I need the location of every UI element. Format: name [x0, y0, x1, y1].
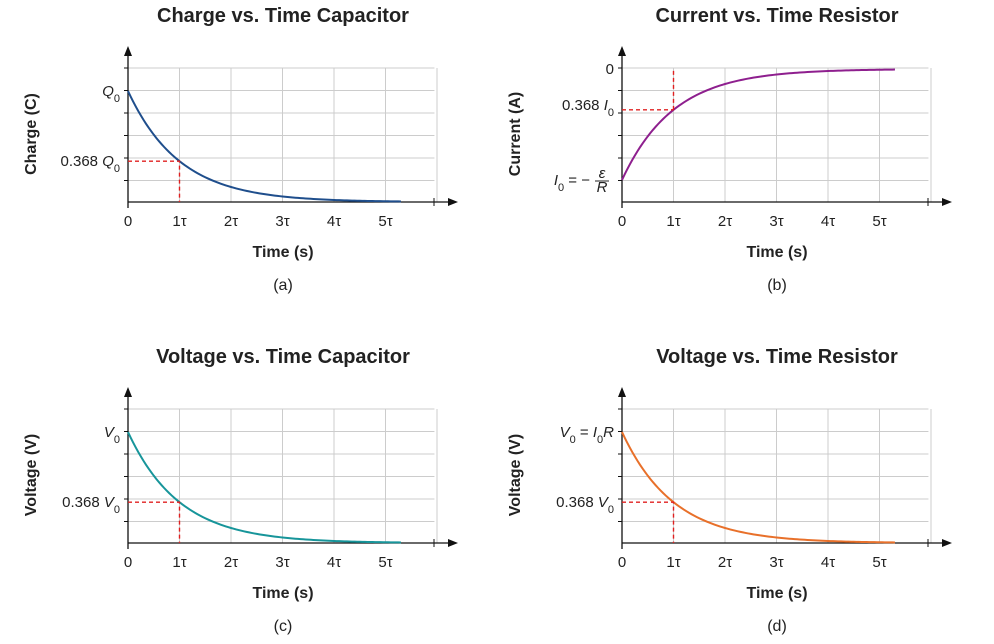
- x-tick-label: 3τ: [275, 554, 289, 571]
- x-tick-label: 2τ: [718, 213, 732, 230]
- y-axis-label: Voltage (V): [507, 434, 524, 516]
- x-tick-label: 2τ: [718, 554, 732, 571]
- x-tick-label: 3τ: [769, 554, 783, 571]
- x-axis-arrow: [448, 198, 458, 206]
- y-axis-label-value: V0: [104, 424, 120, 446]
- x-tick-label: 0: [618, 554, 626, 571]
- chart-title: Voltage vs. Time Resistor: [656, 346, 898, 368]
- panel-caption: (c): [274, 618, 293, 635]
- panel-caption: (b): [767, 277, 787, 294]
- x-tick-label: 3τ: [275, 213, 289, 230]
- data-series-curve: [127, 90, 401, 203]
- time-constant-guide: [128, 160, 181, 202]
- chart-panel-a: Charge vs. Time Capacitor 0 1τ 2τ 3τ 4τ 5τ Q0 0…: [23, 5, 458, 294]
- x-axis-arrow: [448, 539, 458, 547]
- grid: [622, 408, 932, 543]
- x-tick-label: 1τ: [172, 554, 186, 571]
- panel-caption: (a): [273, 277, 293, 294]
- chart-title: Voltage vs. Time Capacitor: [156, 346, 410, 368]
- x-tick-label: 1τ: [666, 554, 680, 571]
- x-tick-label: 0: [124, 213, 132, 230]
- y-axis-label-value: 0.368 Q0: [60, 153, 120, 175]
- y-axis-label-value: 0.368 I0: [562, 97, 614, 119]
- data-points: [127, 431, 401, 543]
- grid: [128, 67, 438, 202]
- x-tick-label: 0: [124, 554, 132, 571]
- svg-text:ε: ε: [599, 165, 606, 182]
- data-points: [621, 431, 895, 543]
- y-axis-arrow: [124, 46, 132, 56]
- time-constant-guide: [622, 501, 675, 543]
- x-tick-label: 5τ: [872, 213, 886, 230]
- chart-panel-c: Voltage vs. Time Capacitor 0 1τ 2τ 3τ 4τ 5τ V0…: [23, 346, 458, 635]
- y-axis-label-value: I0 = −: [554, 172, 590, 194]
- svg-text:R: R: [597, 179, 608, 196]
- y-axis-label-value: 0.368 V0: [556, 494, 614, 516]
- data-points: [127, 90, 401, 202]
- data-series-curve: [621, 431, 895, 544]
- x-tick-label: 1τ: [172, 213, 186, 230]
- x-axis-label: Time (s): [252, 244, 313, 261]
- y-axis-label-value: 0.368 V0: [62, 494, 120, 516]
- y-axis-arrow: [618, 387, 626, 397]
- time-constant-guide: [128, 501, 181, 543]
- x-tick-label: 4τ: [327, 213, 341, 230]
- chart-title: Charge vs. Time Capacitor: [157, 5, 409, 27]
- chart-panel-d: Voltage vs. Time Resistor 0 1τ 2τ 3τ 4τ 5τ V0 …: [507, 346, 952, 635]
- fraction-epsilon-over-r: εR: [595, 165, 609, 196]
- x-axis-label: Time (s): [252, 585, 313, 602]
- y-axis-label-value: V0 = I0R: [560, 424, 615, 446]
- x-tick-label: 4τ: [821, 213, 835, 230]
- x-tick-label: 0: [618, 213, 626, 230]
- data-points: [621, 69, 895, 181]
- y-axis-label-value: Q0: [102, 83, 120, 105]
- x-tick-label: 5τ: [378, 213, 392, 230]
- x-axis-label: Time (s): [746, 585, 807, 602]
- x-tick-label: 1τ: [666, 213, 680, 230]
- y-axis-label-value: 0: [606, 61, 614, 78]
- y-axis-label: Voltage (V): [23, 434, 40, 516]
- x-tick-label: 3τ: [769, 213, 783, 230]
- y-axis-label: Charge (C): [23, 93, 40, 175]
- y-axis-arrow: [124, 387, 132, 397]
- panel-caption: (d): [767, 618, 787, 635]
- x-tick-label: 4τ: [821, 554, 835, 571]
- grid: [622, 67, 932, 202]
- chart-panel-b: Current vs. Time Resistor 0 1τ 2τ 3τ 4τ 5τ 0 0.…: [507, 5, 952, 294]
- chart-title: Current vs. Time Resistor: [655, 5, 898, 27]
- x-tick-label: 5τ: [378, 554, 392, 571]
- data-series-curve: [127, 431, 401, 544]
- x-axis-label: Time (s): [746, 244, 807, 261]
- data-series-curve: [621, 68, 895, 181]
- x-axis-arrow: [942, 198, 952, 206]
- x-tick-label: 2τ: [224, 213, 238, 230]
- x-tick-label: 2τ: [224, 554, 238, 571]
- y-axis-label: Current (A): [507, 92, 524, 176]
- x-tick-label: 5τ: [872, 554, 886, 571]
- time-constant-guide: [622, 69, 675, 111]
- grid: [128, 408, 438, 543]
- x-axis-arrow: [942, 539, 952, 547]
- y-axis-arrow: [618, 46, 626, 56]
- x-tick-label: 4τ: [327, 554, 341, 571]
